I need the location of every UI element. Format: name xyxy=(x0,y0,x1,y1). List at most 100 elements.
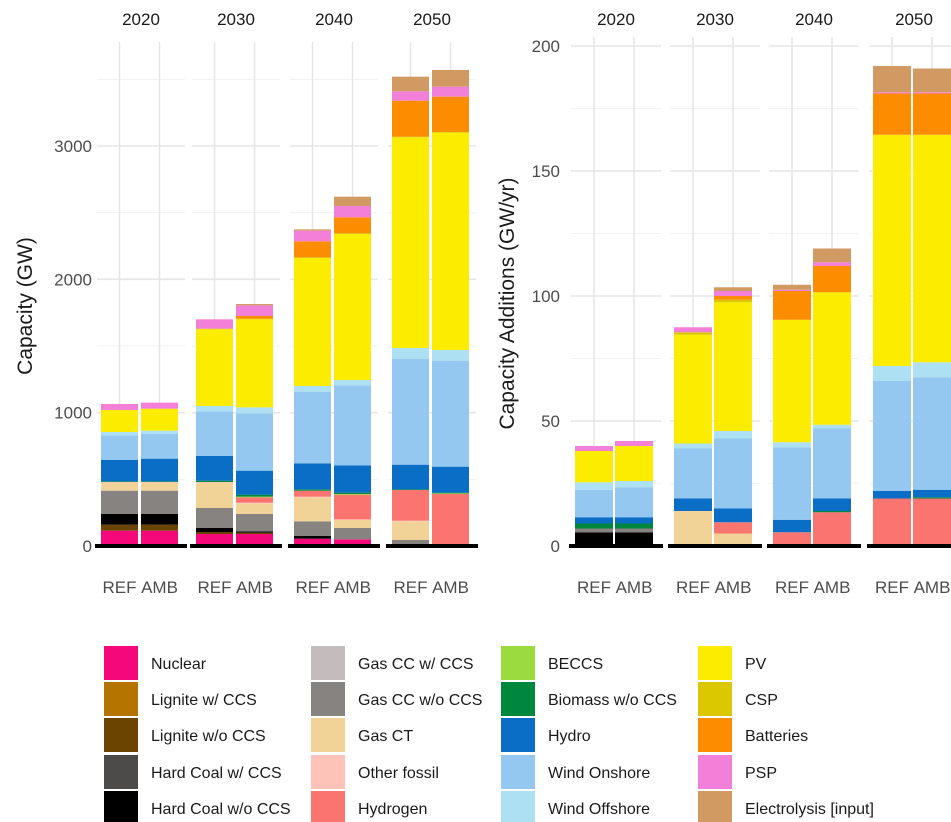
bar-segment-other-fossil-2040-amb xyxy=(334,519,371,520)
bar-segment-pv-2050-ref xyxy=(873,134,911,366)
bar-segment-hard-coal-w-o-ccs-2020-amb xyxy=(615,532,653,546)
y-tick-label: 200 xyxy=(532,37,560,56)
bar-segment-wind-onshore-2040-amb xyxy=(813,428,851,499)
bar-segment-gas-cc-w-o-ccs-2020-amb xyxy=(141,490,178,514)
bar-segment-psp-2020-amb xyxy=(141,402,178,409)
bar-segment-biomass-w-o-ccs-2040-amb xyxy=(813,511,851,513)
bar-segment-electrolysis-input--2040-amb xyxy=(813,248,851,263)
legend-key xyxy=(104,682,138,716)
legend-item: Hydrogen xyxy=(311,791,427,822)
bar-segment-wind-onshore-2030-ref xyxy=(196,411,233,456)
legend-item: Wind Offshore xyxy=(501,791,650,822)
x-tick-label: REF xyxy=(577,578,611,597)
bar-segment-hard-coal-w-o-ccs-2040-ref xyxy=(294,536,331,539)
bar-segment-beccs-2040-amb xyxy=(334,494,371,495)
bar-segment-batteries-2050-amb xyxy=(432,96,469,132)
bar-segment-wind-offshore-2020-amb xyxy=(141,430,178,434)
bar-segment-hard-coal-w-o-ccs-2020-ref xyxy=(101,514,138,525)
y-axis-title: Capacity Additions (GW/yr) xyxy=(496,177,519,429)
legend-key xyxy=(698,718,732,752)
bar-segment-hydro-2040-ref xyxy=(773,519,811,533)
bar-segment-batteries-2040-amb xyxy=(813,266,851,293)
bar-segment-hydro-2050-amb xyxy=(432,466,469,493)
bar-segment-gas-cc-w-o-ccs-2040-ref xyxy=(294,521,331,536)
legend-key xyxy=(311,718,345,752)
bar-segment-nuclear-2040-amb xyxy=(334,539,371,546)
bar-segment-hydro-2050-ref xyxy=(873,491,911,499)
bar-segment-batteries-2040-amb xyxy=(334,217,371,234)
facet-label: 2040 xyxy=(315,10,353,29)
legend-item: Biomass w/o CCS xyxy=(501,682,677,716)
legend-key xyxy=(501,646,535,680)
bar-segment-hydrogen-2030-amb xyxy=(236,497,273,503)
x-tick-label: REF xyxy=(394,578,428,597)
legend-key xyxy=(501,682,535,716)
bar-segment-gas-cc-w-o-ccs-2020-ref xyxy=(101,490,138,514)
bar-segment-wind-offshore-2030-ref xyxy=(674,443,712,449)
bar-segment-other-fossil-2040-ref xyxy=(294,496,331,498)
x-tick-label: AMB xyxy=(236,578,273,597)
bar-segment-csp-2050-amb xyxy=(432,132,469,133)
capacity-additions-panel: 2020 REF AMB 2030 REF AMB 2040 REF AMB 2050 REF AMB… xyxy=(496,10,951,597)
legend-label: Hard Coal w/o CCS xyxy=(151,801,291,818)
bar-segment-electrolysis-input--2030-amb xyxy=(714,287,752,291)
bar-segment-hydro-2040-ref xyxy=(294,463,331,490)
y-tick-label: 0 xyxy=(83,537,92,556)
legend-label: Wind Offshore xyxy=(548,801,650,818)
bar-segment-wind-onshore-2050-amb xyxy=(432,360,469,467)
bar-segment-wind-onshore-2030-ref xyxy=(674,448,712,499)
bar-segment-wind-offshore-2030-amb xyxy=(236,407,273,414)
bar-segment-csp-2050-ref xyxy=(392,136,429,138)
facet-2040: 2040 REF AMB xyxy=(767,10,861,597)
legend-item: Wind Onshore xyxy=(501,755,650,789)
bar-segment-other-fossil-2030-ref xyxy=(196,482,233,483)
bar-segment-electrolysis-input--2050-ref xyxy=(392,76,429,92)
bar-segment-gas-ct-2030-ref xyxy=(196,482,233,508)
bar-segment-hydro-2040-amb xyxy=(813,498,851,511)
legend-label: Lignite w/o CCS xyxy=(151,728,266,745)
bar-segment-electrolysis-input--2030-amb xyxy=(236,304,273,306)
bar-segment-nuclear-2020-amb xyxy=(141,530,178,546)
bar-segment-csp-2040-amb xyxy=(334,233,371,234)
facet-label: 2020 xyxy=(597,10,635,29)
y-tick-label: 0 xyxy=(551,537,560,556)
bar-segment-csp-2030-amb xyxy=(236,318,273,320)
bar-segment-electrolysis-input--2040-amb xyxy=(334,196,371,206)
bar-segment-gas-cc-w-o-ccs-2030-amb xyxy=(236,514,273,532)
bar-segment-psp-2030-ref xyxy=(674,327,712,333)
facet-2050: 2050 REF AMB xyxy=(386,10,478,597)
legend: Nuclear Lignite w/ CCS Lignite w/o CCS Hard… xyxy=(104,646,874,822)
legend-label: Hydrogen xyxy=(358,801,427,818)
legend-label: Lignite w/ CCS xyxy=(151,692,257,709)
bar-segment-nuclear-2030-amb xyxy=(236,534,273,546)
bar-segment-psp-2050-amb xyxy=(432,86,469,97)
bar-segment-biomass-w-o-ccs-2030-amb xyxy=(236,494,273,497)
bar-segment-pv-2050-amb xyxy=(913,134,951,363)
bar-segment-hydrogen-2030-amb xyxy=(714,522,752,534)
bar-segment-nuclear-2040-ref xyxy=(294,538,331,546)
bar-segment-wind-offshore-2030-amb xyxy=(714,431,752,439)
bar-segment-pv-2030-ref xyxy=(674,334,712,444)
legend-label: Biomass w/o CCS xyxy=(548,692,677,709)
legend-label: CSP xyxy=(745,692,778,709)
bar-segment-wind-onshore-2040-ref xyxy=(294,392,331,464)
bar-segment-psp-2020-ref xyxy=(101,404,138,410)
bar-segment-biomass-w-o-ccs-2040-amb xyxy=(334,492,371,494)
bar-segment-biomass-w-o-ccs-2050-amb xyxy=(913,497,951,499)
legend-key xyxy=(311,646,345,680)
bar-segment-biomass-w-o-ccs-2020-ref xyxy=(575,523,613,529)
legend-item: Batteries xyxy=(698,718,808,752)
bar-segment-biomass-w-o-ccs-2020-ref xyxy=(101,481,138,482)
bar-segment-csp-2040-ref xyxy=(294,257,331,258)
bar-segment-wind-onshore-2040-amb xyxy=(334,385,371,466)
y-tick-label: 3000 xyxy=(54,137,92,156)
y-tick-label: 1000 xyxy=(54,404,92,423)
bar-segment-hydro-2030-amb xyxy=(236,470,273,495)
bar-segment-beccs-2050-amb xyxy=(432,493,469,494)
legend-item: Hard Coal w/ CCS xyxy=(104,755,282,789)
bar-segment-pv-2050-amb xyxy=(432,132,469,350)
bar-segment-electrolysis-input--2040-ref xyxy=(294,229,331,231)
bar-segment-pv-2050-ref xyxy=(392,137,429,348)
bar-segment-wind-onshore-2050-amb xyxy=(913,377,951,490)
